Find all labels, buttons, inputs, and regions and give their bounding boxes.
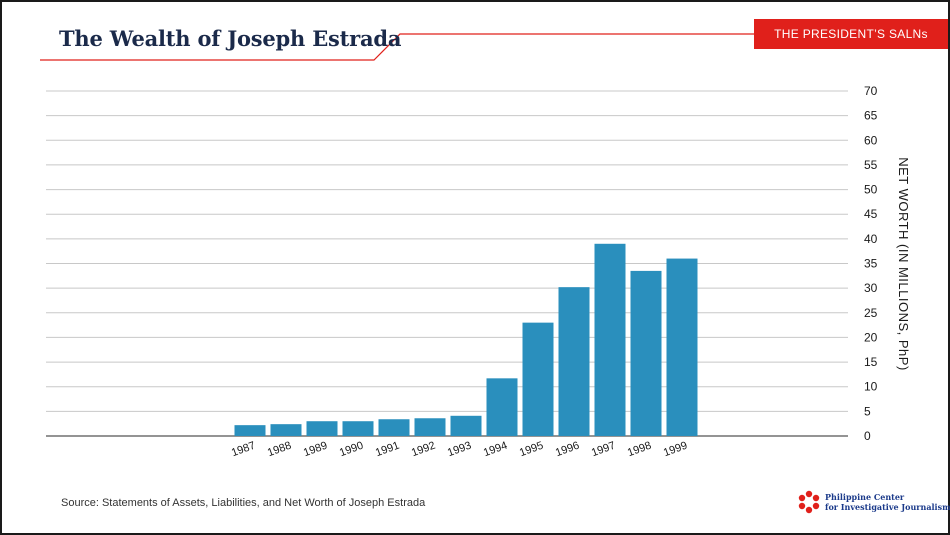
- bar-1998: [630, 270, 662, 436]
- x-tick-label: 1996: [554, 440, 581, 460]
- bars: [234, 243, 698, 436]
- y-axis-title: NET WORTH (IN MILLIONS, PhP): [896, 157, 911, 371]
- y-tick-label: 65: [864, 109, 878, 123]
- y-tick-label: 50: [864, 183, 878, 197]
- bar-1995: [522, 322, 554, 436]
- y-tick-label: 10: [864, 380, 878, 394]
- bar-1992: [414, 418, 446, 436]
- bar-1999: [666, 258, 698, 436]
- y-tick-label: 60: [864, 133, 878, 147]
- x-tick-label: 1997: [590, 440, 617, 460]
- x-tick-label: 1992: [410, 440, 437, 460]
- bar-1988: [270, 424, 302, 436]
- x-tick-label: 1990: [338, 440, 365, 460]
- source-note: Source: Statements of Assets, Liabilitie…: [61, 497, 426, 509]
- bar-1994: [486, 378, 518, 436]
- y-tick-label: 20: [864, 330, 878, 344]
- bar-1989: [306, 421, 338, 436]
- bar-1996: [558, 287, 590, 436]
- x-tick-label: 1994: [482, 440, 509, 460]
- x-tick-label: 1995: [518, 440, 545, 460]
- grid-lines: [46, 90, 848, 437]
- header-rule: [40, 33, 754, 61]
- bar-1993: [450, 415, 482, 436]
- y-tick-label: 70: [864, 84, 878, 98]
- y-tick-label: 5: [864, 404, 871, 418]
- pcij-logo: Philippine Center for Investigative Jour…: [795, 488, 950, 518]
- bar-1987: [234, 425, 266, 436]
- x-tick-label: 1989: [302, 440, 329, 460]
- bar-1997: [594, 243, 626, 436]
- y-tick-label: 30: [864, 281, 878, 295]
- y-tick-label: 25: [864, 306, 878, 320]
- x-tick-label: 1998: [626, 440, 653, 460]
- y-tick-label: 55: [864, 158, 878, 172]
- bar-1991: [378, 419, 410, 436]
- y-tick-label: 40: [864, 232, 878, 246]
- x-tick-label: 1991: [374, 440, 401, 460]
- page-title: The Wealth of Joseph Estrada: [59, 26, 402, 51]
- y-tick-label: 15: [864, 355, 878, 369]
- y-tick-label: 35: [864, 257, 878, 271]
- section-tag: THE PRESIDENT’S SALNs: [754, 19, 948, 49]
- logo-line-1: Philippine Center: [825, 492, 905, 502]
- y-tick-label: 45: [864, 207, 878, 221]
- x-tick-label: 1988: [266, 440, 293, 460]
- y-tick-label: 0: [864, 429, 871, 443]
- x-tick-label: 1993: [446, 440, 473, 460]
- logo-line-2: for Investigative Journalism: [825, 502, 950, 512]
- x-tick-label: 1987: [230, 440, 257, 460]
- x-tick-labels: 1987 1988 1989 1990 1991 1992 1993 1994 1995 1996…: [230, 440, 689, 460]
- pcij-flower-icon: [798, 490, 820, 514]
- x-tick-label: 1999: [662, 440, 689, 460]
- bar-1990: [342, 421, 374, 436]
